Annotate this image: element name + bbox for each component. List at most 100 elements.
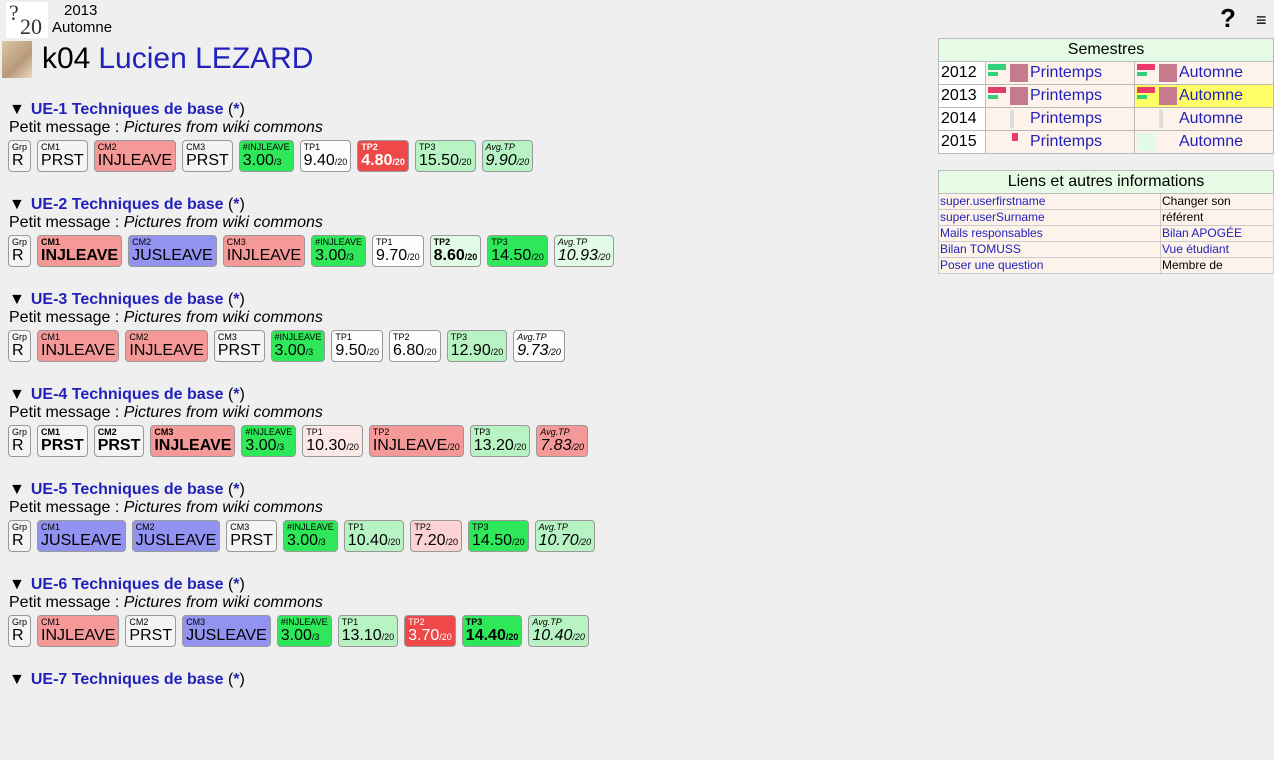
grade-cell[interactable]: Avg.TP 9.73/20 — [513, 330, 565, 362]
help-icon[interactable]: ? — [1220, 3, 1236, 33]
grade-cell[interactable]: TP1 9.40/20 — [299, 140, 352, 172]
ue-star-link[interactable]: * — [233, 196, 240, 213]
grade-cell[interactable]: TP3 13.20/20 — [469, 425, 531, 457]
grade-cell[interactable]: Grp R — [8, 140, 32, 172]
ue-title[interactable]: ▼ UE-4 Techniques de base (*) — [9, 386, 245, 404]
semester-autumn-cell[interactable]: Automne — [1133, 61, 1274, 85]
tomuss-logo[interactable]: ? 20 — [6, 2, 48, 38]
semester-autumn-link[interactable]: Automne — [1178, 64, 1244, 82]
link-left[interactable]: super.userfirstname — [940, 194, 1046, 208]
grade-cell[interactable]: CM1 INJLEAVE — [37, 235, 123, 267]
semester-spring-cell[interactable]: Printemps — [985, 107, 1135, 131]
link-left[interactable]: Mails responsables — [940, 226, 1043, 240]
link-right[interactable]: Bilan APOGÉE — [1162, 226, 1243, 240]
grade-cell[interactable]: CM1 INJLEAVE — [37, 615, 120, 647]
collapse-triangle-icon[interactable]: ▼ — [9, 481, 25, 498]
student-name-link[interactable]: Lucien LEZARD — [98, 42, 314, 75]
grade-cell[interactable]: TP2 4.80/20 — [357, 140, 409, 172]
ue-title[interactable]: ▼ UE-1 Techniques de base (*) — [9, 101, 245, 119]
ue-title-link[interactable]: UE-2 Techniques de base — [30, 196, 224, 213]
grade-cell[interactable]: Grp R — [8, 425, 32, 457]
grade-cell[interactable]: Avg.TP 10.40/20 — [528, 615, 589, 647]
grade-cell[interactable]: CM2 PRST — [125, 615, 177, 647]
grade-cell[interactable]: TP1 10.30/20 — [302, 425, 363, 457]
ue-star-link[interactable]: * — [233, 481, 240, 498]
grade-cell[interactable]: TP2 7.20/20 — [410, 520, 463, 552]
link-left[interactable]: Poser une question — [940, 258, 1044, 272]
semester-spring-link[interactable]: Printemps — [1030, 133, 1103, 151]
grade-cell[interactable]: CM1 PRST — [37, 425, 88, 457]
grade-cell[interactable]: #INJLEAVE 3.00/3 — [270, 330, 326, 362]
grade-cell[interactable]: Avg.TP 10.70/20 — [534, 520, 596, 552]
grade-cell[interactable]: CM2 JUSLEAVE — [131, 520, 221, 552]
ue-title[interactable]: ▼ UE-5 Techniques de base (*) — [9, 481, 245, 499]
ue-title-link[interactable]: UE-4 Techniques de base — [30, 386, 224, 403]
ue-star-link[interactable]: * — [233, 291, 240, 308]
grade-cell[interactable]: #INJLEAVE 3.00/3 — [241, 425, 297, 457]
ue-title[interactable]: ▼ UE-7 Techniques de base (*) — [9, 671, 245, 689]
grade-cell[interactable]: CM3 PRST — [213, 330, 265, 362]
ue-title[interactable]: ▼ UE-6 Techniques de base (*) — [9, 576, 245, 594]
semester-autumn-cell[interactable]: Automne — [1133, 84, 1274, 108]
grade-cell[interactable]: TP3 14.40/20 — [461, 615, 523, 647]
semester-spring-cell[interactable]: Printemps — [985, 61, 1135, 85]
menu-icon[interactable]: ≡ — [1256, 10, 1267, 30]
grade-cell[interactable]: Avg.TP 7.83/20 — [536, 425, 588, 457]
grade-cell[interactable]: #INJLEAVE 3.00/3 — [311, 235, 366, 267]
grade-cell[interactable]: TP1 9.50/20 — [331, 330, 384, 362]
grade-cell[interactable]: CM1 JUSLEAVE — [37, 520, 126, 552]
collapse-triangle-icon[interactable]: ▼ — [9, 576, 25, 593]
grade-cell[interactable]: TP3 15.50/20 — [414, 140, 476, 172]
link-right[interactable]: Vue étudiant — [1162, 242, 1229, 256]
ue-title-link[interactable]: UE-6 Techniques de base — [30, 576, 224, 593]
grade-cell[interactable]: Avg.TP 10.93/20 — [553, 235, 615, 267]
semester-spring-cell[interactable]: Printemps — [985, 130, 1135, 154]
grade-cell[interactable]: CM2 INJLEAVE — [125, 330, 208, 362]
grade-cell[interactable]: Grp R — [8, 520, 32, 552]
grade-cell[interactable]: TP1 10.40/20 — [343, 520, 405, 552]
collapse-triangle-icon[interactable]: ▼ — [9, 291, 25, 308]
collapse-triangle-icon[interactable]: ▼ — [9, 101, 25, 118]
grade-cell[interactable]: CM2 INJLEAVE — [93, 140, 177, 172]
grade-cell[interactable]: CM1 INJLEAVE — [37, 330, 120, 362]
grade-cell[interactable]: TP3 12.90/20 — [446, 330, 508, 362]
collapse-triangle-icon[interactable]: ▼ — [9, 386, 25, 403]
grade-cell[interactable]: CM1 PRST — [37, 140, 88, 172]
semester-autumn-cell[interactable]: Automne — [1133, 107, 1274, 131]
grade-cell[interactable]: CM3 INJLEAVE — [150, 425, 236, 457]
grade-cell[interactable]: #INJLEAVE 3.00/3 — [238, 140, 294, 172]
grade-cell[interactable]: TP2 6.80/20 — [389, 330, 441, 362]
ue-title[interactable]: ▼ UE-2 Techniques de base (*) — [9, 196, 245, 214]
grade-cell[interactable]: CM3 PRST — [182, 140, 233, 172]
ue-star-link[interactable]: * — [233, 101, 240, 118]
grade-cell[interactable]: TP3 14.50/20 — [487, 235, 548, 267]
semester-autumn-cell[interactable]: Automne — [1133, 130, 1274, 154]
link-left[interactable]: Bilan TOMUSS — [940, 242, 1021, 256]
ue-title-link[interactable]: UE-5 Techniques de base — [30, 481, 224, 498]
grade-cell[interactable]: CM2 PRST — [93, 425, 145, 457]
grade-cell[interactable]: TP2 3.70/20 — [404, 615, 456, 647]
ue-star-link[interactable]: * — [233, 576, 240, 593]
semester-autumn-link[interactable]: Automne — [1178, 133, 1244, 151]
grade-cell[interactable]: CM2 JUSLEAVE — [128, 235, 217, 267]
ue-title[interactable]: ▼ UE-3 Techniques de base (*) — [9, 291, 245, 309]
grade-cell[interactable]: TP1 13.10/20 — [337, 615, 399, 647]
semester-spring-link[interactable]: Printemps — [1030, 110, 1103, 128]
grade-cell[interactable]: CM3 PRST — [226, 520, 277, 552]
ue-star-link[interactable]: * — [233, 386, 240, 403]
semester-autumn-link[interactable]: Automne — [1178, 110, 1244, 128]
collapse-triangle-icon[interactable]: ▼ — [9, 196, 25, 213]
semester-autumn-link[interactable]: Automne — [1178, 87, 1244, 105]
grade-cell[interactable]: CM3 JUSLEAVE — [182, 615, 271, 647]
semester-spring-link[interactable]: Printemps — [1030, 64, 1103, 82]
ue-title-link[interactable]: UE-1 Techniques de base — [30, 101, 224, 118]
semester-spring-cell[interactable]: Printemps — [985, 84, 1135, 108]
grade-cell[interactable]: TP3 14.50/20 — [468, 520, 529, 552]
grade-cell[interactable]: Avg.TP 9.90/20 — [481, 140, 534, 172]
grade-cell[interactable]: Grp R — [8, 235, 32, 267]
grade-cell[interactable]: Grp R — [8, 615, 32, 647]
grade-cell[interactable]: #INJLEAVE 3.00/3 — [276, 615, 332, 647]
link-left[interactable]: super.userSurname — [940, 210, 1045, 224]
grade-cell[interactable]: TP2 8.60/20 — [429, 235, 482, 267]
grade-cell[interactable]: #INJLEAVE 3.00/3 — [282, 520, 338, 552]
